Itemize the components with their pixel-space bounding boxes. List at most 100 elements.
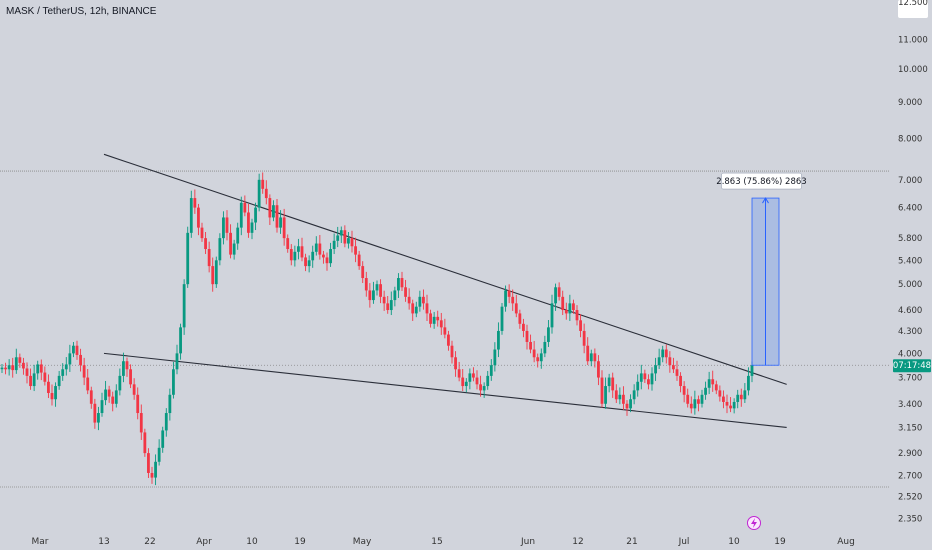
candle xyxy=(311,245,315,268)
candle xyxy=(457,361,461,382)
candle xyxy=(464,378,468,393)
price-tick-label: 7.000 xyxy=(898,176,922,186)
candle xyxy=(711,370,715,392)
candle xyxy=(389,291,393,316)
candle xyxy=(664,344,668,364)
candle xyxy=(22,357,25,375)
candle xyxy=(436,310,440,327)
candle xyxy=(636,374,640,397)
candle xyxy=(32,364,36,392)
candle xyxy=(275,199,279,233)
candle xyxy=(350,230,354,253)
candle xyxy=(468,368,472,390)
candle xyxy=(743,383,747,403)
candle xyxy=(164,408,168,437)
candle xyxy=(304,253,307,272)
candle xyxy=(379,279,382,304)
time-tick-label: 15 xyxy=(431,537,442,547)
candle xyxy=(250,218,254,240)
candle xyxy=(132,378,136,400)
candle xyxy=(182,279,186,335)
time-tick-label: Aug xyxy=(837,537,855,547)
upper-trendline[interactable] xyxy=(103,153,787,385)
candle xyxy=(725,394,729,414)
price-tick-label: 2.350 xyxy=(898,514,922,524)
candle xyxy=(704,381,707,400)
candle xyxy=(500,302,504,335)
candle xyxy=(568,294,572,321)
candle xyxy=(489,359,493,381)
candle xyxy=(593,348,597,368)
candle xyxy=(157,439,161,466)
candle xyxy=(650,367,654,391)
candle xyxy=(229,224,232,259)
candle xyxy=(364,271,368,297)
price-tick-label: 10.000 xyxy=(898,65,928,75)
candle xyxy=(686,388,690,408)
candle xyxy=(607,373,611,393)
candle xyxy=(482,382,486,398)
price-tick-label: 5.400 xyxy=(898,256,922,266)
candle xyxy=(261,172,265,194)
candle xyxy=(629,394,632,413)
time-tick-label: May xyxy=(353,537,372,547)
candle xyxy=(168,388,172,421)
candle xyxy=(189,190,193,238)
candle xyxy=(597,355,600,386)
price-tick-label: 2.900 xyxy=(898,449,922,459)
candle xyxy=(386,296,390,314)
candle xyxy=(136,387,140,420)
candle xyxy=(632,384,636,405)
time-tick-label: 10 xyxy=(246,537,258,547)
candle xyxy=(564,302,568,320)
candle xyxy=(14,348,18,374)
candle xyxy=(243,195,247,217)
candle xyxy=(700,389,704,408)
candle xyxy=(139,404,143,440)
top-price-box xyxy=(898,0,928,18)
candle xyxy=(375,280,379,296)
candle xyxy=(479,375,482,397)
candle xyxy=(207,241,211,273)
candle xyxy=(472,367,475,382)
candle xyxy=(29,368,32,390)
candle xyxy=(393,286,397,307)
measure-label-box xyxy=(721,172,802,190)
candle xyxy=(7,359,11,376)
candle xyxy=(486,370,490,390)
time-tick-label: 13 xyxy=(98,537,109,547)
candle xyxy=(707,371,711,395)
candle xyxy=(536,353,540,368)
candle xyxy=(236,222,240,250)
flash-icon[interactable] xyxy=(744,513,764,533)
candle xyxy=(214,256,218,288)
candle xyxy=(689,396,693,414)
candle xyxy=(543,335,547,358)
candle xyxy=(497,322,500,358)
candle xyxy=(50,384,54,406)
candle xyxy=(450,340,454,364)
candle xyxy=(554,283,557,311)
candle xyxy=(347,232,350,249)
candle xyxy=(225,210,229,241)
candle xyxy=(654,357,657,381)
candle xyxy=(125,357,129,377)
candle xyxy=(218,233,222,266)
candle xyxy=(39,359,43,381)
candle xyxy=(200,222,204,242)
time-tick-label: 19 xyxy=(294,537,306,547)
candle xyxy=(514,294,518,318)
time-tick-label: 22 xyxy=(144,537,155,547)
candle xyxy=(197,203,200,236)
candle xyxy=(179,323,182,360)
candle xyxy=(318,234,322,260)
lower-trendline[interactable] xyxy=(103,352,787,429)
candle xyxy=(618,387,622,405)
candle xyxy=(575,305,579,326)
candle xyxy=(454,351,457,377)
price-tick-label: 4.300 xyxy=(898,327,922,337)
candle xyxy=(354,237,357,263)
candle xyxy=(397,273,400,298)
candle xyxy=(307,255,311,273)
